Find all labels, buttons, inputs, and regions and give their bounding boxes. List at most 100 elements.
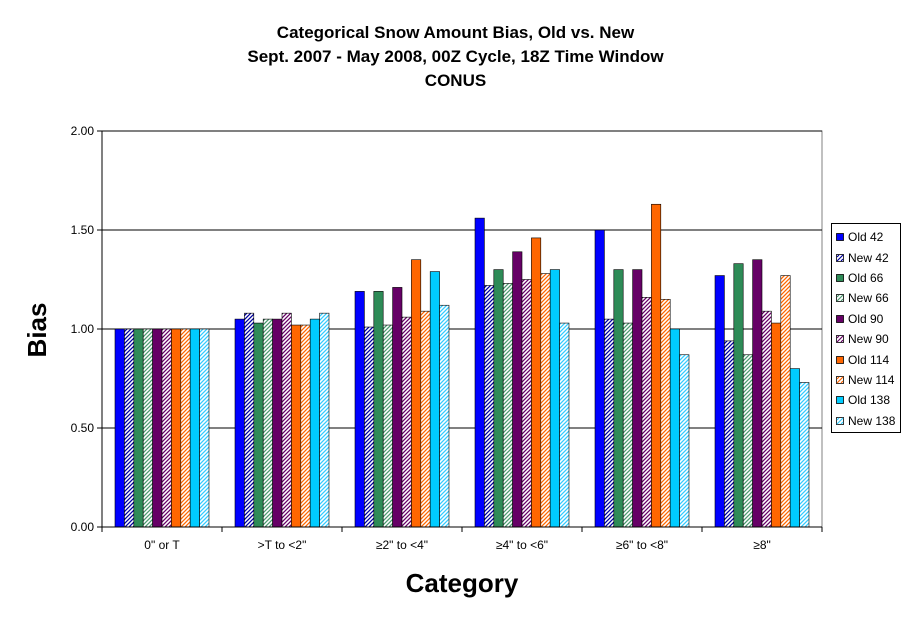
- legend-swatch: [836, 314, 844, 323]
- bar-new-42-4: [604, 318, 615, 528]
- legend-item: New 42: [836, 247, 900, 267]
- y-tick-label: 0.00: [71, 520, 95, 534]
- bar-old-114-0: [171, 328, 182, 528]
- x-tick-label: ≥6" to <8": [616, 538, 668, 552]
- legend-item: New 138: [836, 411, 900, 431]
- bar-old-90-1: [272, 318, 283, 528]
- legend-swatch: [836, 355, 844, 364]
- bar-old-90-5: [752, 259, 763, 528]
- legend-swatch: [836, 335, 844, 344]
- bar-old-114-5: [771, 322, 782, 528]
- bar-new-114-0: [180, 328, 191, 528]
- y-tick-label: 1.50: [71, 223, 95, 237]
- chart-subtitle-region: CONUS: [424, 71, 487, 90]
- bar-old-66-1: [253, 322, 264, 528]
- x-tick-label: ≥8": [753, 538, 771, 552]
- bar-old-138-0: [189, 328, 200, 528]
- chart-subtitle: Sept. 2007 - May 2008, 00Z Cycle, 18Z Ti…: [247, 47, 664, 66]
- legend-item: Old 90: [836, 309, 900, 329]
- bar-old-66-3: [493, 269, 504, 528]
- x-tick-label: >T to <2": [258, 538, 307, 552]
- legend-label: Old 66: [848, 270, 884, 285]
- legend-swatch: [836, 253, 844, 262]
- x-tick-label: ≥4" to <6": [496, 538, 548, 552]
- legend-swatch: [836, 416, 844, 425]
- legend-item: Old 66: [836, 268, 900, 288]
- legend-item: New 90: [836, 329, 900, 349]
- bar-new-42-0: [124, 328, 135, 528]
- legend-label: New 90: [848, 332, 889, 347]
- bar-old-114-1: [291, 324, 302, 528]
- bar-new-138-4: [679, 354, 690, 528]
- bar-new-42-1: [244, 312, 255, 528]
- bar-old-66-0: [133, 328, 144, 528]
- legend: Old 42 New 42 Old 66 New 66 Old 90 New 90 Old …: [831, 223, 901, 433]
- bar-new-66-0: [142, 328, 153, 528]
- bar-new-42-5: [724, 340, 735, 528]
- bar-old-66-2: [373, 291, 384, 528]
- bar-old-138-2: [429, 271, 440, 528]
- legend-item: Old 114: [836, 349, 900, 369]
- y-tick-label: 1.00: [71, 322, 95, 336]
- y-axis-label: Bias: [22, 303, 52, 358]
- bar-new-42-3: [484, 285, 495, 528]
- legend-label: Old 90: [848, 311, 884, 326]
- x-tick-label: 0" or T: [144, 538, 180, 552]
- bar-old-66-4: [613, 269, 624, 528]
- legend-item: Old 42: [836, 227, 900, 247]
- bar-old-90-0: [152, 328, 163, 528]
- bar-new-90-1: [281, 312, 292, 528]
- bar-new-138-3: [559, 322, 570, 528]
- bar-new-90-0: [161, 328, 172, 528]
- y-tick-label: 0.50: [71, 421, 95, 435]
- legend-swatch: [836, 233, 844, 242]
- bar-new-66-5: [742, 354, 753, 528]
- bar-new-66-2: [382, 324, 393, 528]
- bar-new-66-4: [622, 322, 633, 528]
- bar-new-42-2: [364, 326, 375, 528]
- legend-swatch: [836, 396, 844, 405]
- bar-old-42-0: [114, 328, 125, 528]
- bar-new-66-3: [502, 283, 513, 528]
- bar-new-90-4: [641, 297, 652, 528]
- bar-new-138-2: [439, 304, 450, 528]
- bar-new-114-5: [780, 275, 791, 528]
- bar-old-90-4: [632, 269, 643, 528]
- bar-new-90-2: [401, 316, 412, 528]
- bar-old-90-2: [392, 287, 403, 528]
- bar-old-42-5: [714, 275, 725, 528]
- y-tick-label: 2.00: [71, 124, 95, 138]
- bar-old-42-2: [354, 291, 365, 528]
- bar-old-90-3: [512, 251, 523, 528]
- legend-swatch: [836, 274, 844, 282]
- bar-old-138-3: [549, 269, 560, 528]
- bar-new-114-4: [660, 298, 671, 528]
- bar-new-66-1: [262, 318, 273, 528]
- legend-item: New 114: [836, 370, 900, 390]
- bar-new-138-5: [799, 382, 810, 528]
- legend-label: New 66: [848, 291, 889, 306]
- bar-new-114-3: [540, 273, 551, 528]
- bar-new-138-1: [319, 312, 330, 528]
- bar-old-138-5: [789, 368, 800, 528]
- legend-label: New 138: [848, 413, 896, 428]
- legend-label: New 114: [848, 372, 895, 387]
- legend-swatch: [836, 376, 844, 384]
- legend-label: Old 138: [848, 393, 891, 408]
- bar-new-90-5: [761, 310, 772, 528]
- legend-item: New 66: [836, 288, 900, 308]
- legend-label: New 42: [848, 250, 889, 265]
- bar-new-90-3: [521, 279, 532, 528]
- chart-title: Categorical Snow Amount Bias, Old vs. Ne…: [276, 23, 635, 42]
- bar-new-138-0: [199, 328, 210, 528]
- legend-swatch: [836, 294, 844, 303]
- bar-old-42-1: [234, 318, 245, 528]
- bar-old-114-4: [651, 203, 662, 528]
- bar-new-114-2: [420, 310, 431, 528]
- legend-item: Old 138: [836, 390, 900, 410]
- bar-old-114-2: [411, 259, 422, 528]
- bar-old-138-1: [309, 318, 320, 528]
- bar-old-138-4: [669, 328, 680, 528]
- x-axis-label: Category: [406, 568, 519, 598]
